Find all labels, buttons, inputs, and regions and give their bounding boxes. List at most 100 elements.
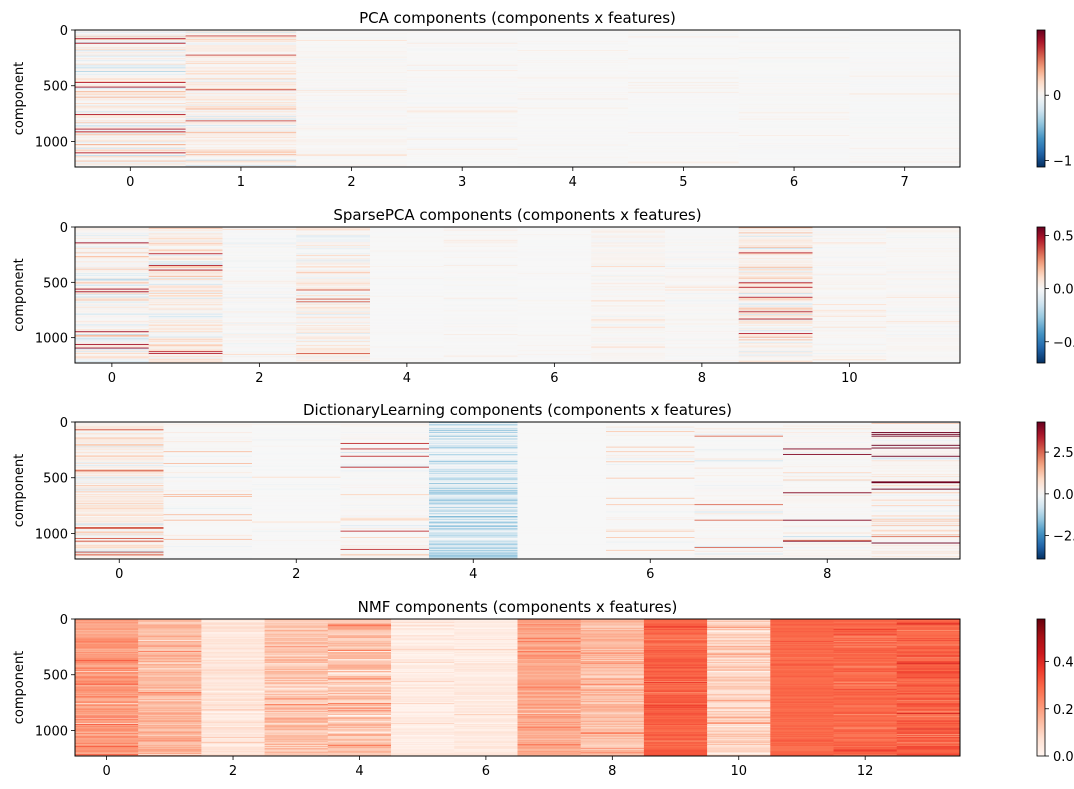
heatmap-cell <box>138 676 202 678</box>
heatmap-cell <box>185 54 297 57</box>
heatmap-cell <box>370 344 445 347</box>
heatmap-cell <box>340 435 430 438</box>
heatmap-cell <box>75 283 150 285</box>
heatmap-cell <box>812 262 887 264</box>
heatmap-cell <box>429 540 518 543</box>
heatmap-cell <box>163 450 253 452</box>
heatmap-cell <box>75 645 139 647</box>
heatmap-cell <box>148 253 223 255</box>
heatmap-cell <box>252 490 341 492</box>
heatmap-cell <box>75 262 150 264</box>
heatmap-cell <box>738 66 850 68</box>
heatmap-cell <box>886 286 961 289</box>
heatmap-cell <box>812 237 887 240</box>
heatmap-cell <box>849 60 961 62</box>
heatmap-cell <box>517 426 607 428</box>
heatmap-cell <box>886 343 961 345</box>
heatmap-cell <box>849 146 961 149</box>
heatmap-cell <box>185 124 297 127</box>
heatmap-cell <box>606 430 695 432</box>
heatmap-cell <box>75 271 150 273</box>
heatmap-cell <box>252 518 341 521</box>
heatmap-cell <box>252 471 341 473</box>
heatmap-cell <box>75 360 150 362</box>
heatmap-cell <box>783 514 872 516</box>
heatmap-cell <box>406 65 519 68</box>
heatmap-cell <box>738 281 813 283</box>
heatmap-cell <box>370 306 445 309</box>
heatmap-cell <box>252 450 341 452</box>
heatmap-cell <box>886 329 961 331</box>
heatmap-cell <box>75 165 187 167</box>
heatmap-cell <box>849 152 961 154</box>
heatmap-cell <box>443 305 518 308</box>
heatmap-cell <box>222 250 297 252</box>
heatmap-cell <box>783 456 872 459</box>
heatmap-cell <box>75 42 187 45</box>
heatmap-cell <box>138 689 202 691</box>
heatmap-cell <box>185 110 297 112</box>
heatmap-cell <box>812 255 887 257</box>
heatmap-cell <box>738 33 850 36</box>
heatmap-cell <box>606 508 695 511</box>
heatmap-cell <box>849 103 961 105</box>
heatmap-cell <box>296 114 408 117</box>
heatmap-cell <box>75 33 187 36</box>
heatmap-cell <box>591 323 666 325</box>
heatmap-cell <box>812 277 887 280</box>
heatmap-cell <box>75 231 150 233</box>
heatmap-cell <box>517 464 607 467</box>
heatmap-cell <box>606 499 695 502</box>
heatmap-cell <box>296 51 408 54</box>
heatmap-cell <box>429 538 518 541</box>
heatmap-cell <box>370 359 445 361</box>
heatmap-cell <box>296 61 408 64</box>
heatmap-cell <box>886 306 961 309</box>
heatmap-cell <box>591 351 666 353</box>
heatmap-cell <box>138 681 202 683</box>
heatmap-cell <box>75 351 150 353</box>
heatmap-cell <box>517 553 607 555</box>
heatmap-cell <box>628 36 740 38</box>
heatmap-cell <box>296 340 371 342</box>
heatmap-cell <box>517 474 607 476</box>
heatmap-cell <box>517 315 592 318</box>
colorbar-tick-label: 0.0 <box>1053 488 1074 503</box>
heatmap-cell <box>201 662 266 665</box>
heatmap-cell <box>75 95 187 98</box>
heatmap-cell <box>148 269 223 272</box>
heatmap-cell <box>370 350 445 352</box>
heatmap-cell <box>163 488 253 491</box>
heatmap-cell <box>429 548 518 551</box>
heatmap-cell <box>75 630 139 633</box>
heatmap-cell <box>871 533 961 535</box>
heatmap-cell <box>185 105 297 108</box>
heatmap-cell <box>886 349 961 351</box>
heatmap-cell <box>443 268 518 271</box>
heatmap-cell <box>812 236 887 239</box>
heatmap-cell <box>738 353 813 355</box>
heatmap-cell <box>628 31 740 34</box>
heatmap-cell <box>694 494 784 496</box>
heatmap-cell <box>628 163 740 165</box>
heatmap-cell <box>738 156 850 158</box>
heatmap-cell <box>517 153 629 155</box>
heatmap-cell <box>185 57 297 59</box>
heatmap-cell <box>429 435 518 438</box>
heatmap-cell <box>886 320 961 322</box>
heatmap-cell <box>370 246 445 249</box>
heatmap-cell <box>185 154 297 156</box>
heatmap-cell <box>296 135 408 137</box>
heatmap-cell <box>665 257 740 260</box>
heatmap-cell <box>517 345 592 348</box>
heatmap-cell <box>222 324 297 327</box>
heatmap-cell <box>738 302 813 304</box>
heatmap-cell <box>628 70 740 72</box>
heatmap-cell <box>886 276 961 279</box>
heatmap-cell <box>517 478 607 481</box>
heatmap-cell <box>201 632 266 635</box>
heatmap-cell <box>296 91 408 93</box>
heatmap-cell <box>849 110 961 112</box>
heatmap-cell <box>75 322 150 324</box>
heatmap-cell <box>517 320 592 322</box>
